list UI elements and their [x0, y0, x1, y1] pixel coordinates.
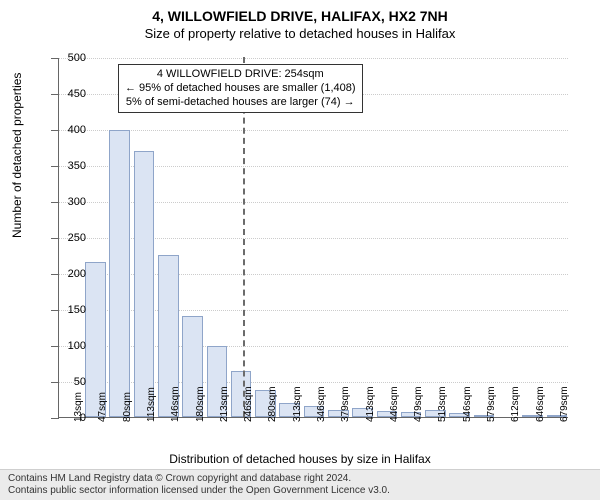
x-tick-label: 346sqm	[316, 386, 327, 422]
x-tick-label: 80sqm	[122, 392, 133, 422]
x-tick-label: 646sqm	[535, 386, 546, 422]
x-tick-label: 546sqm	[462, 386, 473, 422]
footer: Contains HM Land Registry data © Crown c…	[0, 469, 600, 500]
y-tick-label: 0	[56, 412, 86, 424]
y-tick-label: 150	[56, 304, 86, 316]
y-axis-title: Number of detached properties	[10, 73, 24, 238]
histogram-bar	[109, 130, 130, 417]
y-tick-label: 50	[56, 376, 86, 388]
x-tick-label: 280sqm	[267, 386, 278, 422]
footer-line1: Contains HM Land Registry data © Crown c…	[8, 473, 592, 485]
x-tick-label: 113sqm	[146, 387, 157, 422]
chart-title: 4, WILLOWFIELD DRIVE, HALIFAX, HX2 7NH	[0, 8, 600, 24]
histogram-bar	[134, 151, 155, 417]
y-tick-label: 500	[56, 52, 86, 64]
y-tick-label: 250	[56, 232, 86, 244]
y-tick-label: 100	[56, 340, 86, 352]
x-tick-label: 246sqm	[243, 386, 254, 422]
grid-line	[59, 58, 568, 59]
y-tick-label: 400	[56, 124, 86, 136]
x-tick-label: 612sqm	[510, 386, 521, 422]
x-tick-label: 146sqm	[170, 386, 181, 422]
x-tick-label: 579sqm	[486, 386, 497, 422]
x-tick-label: 213sqm	[219, 386, 230, 422]
chart-subtitle: Size of property relative to detached ho…	[0, 26, 600, 41]
annotation-line1: 4 WILLOWFIELD DRIVE: 254sqm	[125, 68, 356, 82]
x-axis-title: Distribution of detached houses by size …	[0, 452, 600, 466]
annotation-box: 4 WILLOWFIELD DRIVE: 254sqm ← 95% of det…	[118, 64, 363, 113]
chart-area: 4 WILLOWFIELD DRIVE: 254sqm ← 95% of det…	[58, 58, 568, 418]
grid-line	[59, 130, 568, 131]
annotation-line3: 5% of semi-detached houses are larger (7…	[125, 96, 356, 110]
annotation-line2: ← 95% of detached houses are smaller (1,…	[125, 82, 356, 96]
x-tick-label: 479sqm	[413, 386, 424, 422]
x-tick-label: 413sqm	[365, 386, 376, 422]
footer-line2: Contains public sector information licen…	[8, 485, 592, 497]
x-tick-label: 446sqm	[389, 386, 400, 422]
x-tick-label: 513sqm	[437, 386, 448, 422]
y-tick-label: 200	[56, 268, 86, 280]
x-tick-label: 313sqm	[292, 386, 303, 422]
y-tick-label: 350	[56, 160, 86, 172]
x-tick-label: 47sqm	[97, 392, 108, 422]
y-tick-label: 300	[56, 196, 86, 208]
x-tick-label: 180sqm	[195, 386, 206, 422]
y-tick-label: 450	[56, 88, 86, 100]
x-tick-label: 679sqm	[559, 386, 570, 422]
x-tick-label: 379sqm	[340, 386, 351, 422]
